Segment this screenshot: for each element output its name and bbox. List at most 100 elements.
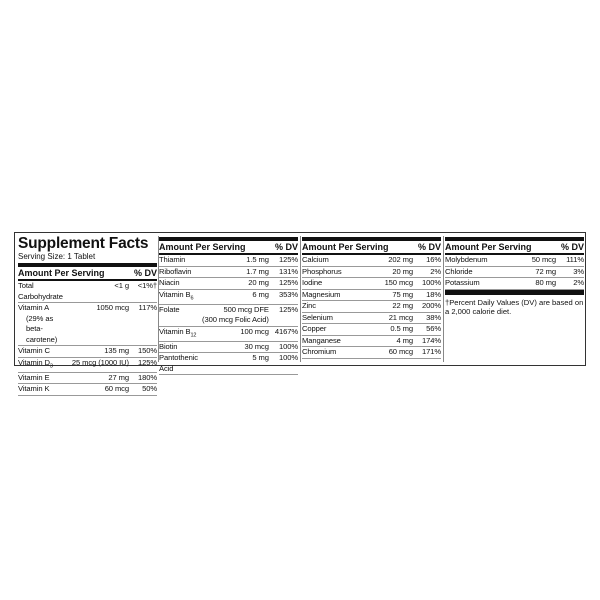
amount-text: 1.7 mg bbox=[246, 266, 269, 276]
nutrient-name: Pantothenic Acid bbox=[159, 352, 203, 376]
amount-text: 25 mcg (1000 IU) bbox=[71, 357, 129, 367]
nutrient-amount: 5 mg bbox=[202, 352, 275, 376]
nutrient-name-text: Vitamin D bbox=[18, 357, 50, 367]
amount-header: Amount Per Serving bbox=[18, 268, 105, 278]
nutrient-subscript: 3 bbox=[49, 363, 53, 370]
dv-header: % DV bbox=[133, 268, 157, 278]
dv-header: % DV bbox=[274, 242, 298, 252]
nutrient-row: Zinc 22 mg 200% bbox=[302, 300, 441, 313]
nutrient-note: (300 mcg Folic Acid) bbox=[202, 315, 269, 325]
amount-text: 22 mg bbox=[392, 301, 413, 310]
panel-3: Amount Per Serving% DV Calcium 202 mg 16% P… bbox=[302, 236, 441, 359]
nutrient-name-text: Folate bbox=[159, 304, 180, 314]
nutrient-row: Vitamin B12 100 mcg 4167% bbox=[159, 326, 298, 342]
top-bar bbox=[159, 237, 298, 241]
nutrient-name: Magnesium bbox=[302, 289, 365, 301]
amount-text: 5 mg bbox=[252, 353, 269, 363]
nutrient-amount: 0.5 mg bbox=[364, 323, 419, 336]
column-header: Amount Per Serving % DV bbox=[302, 241, 441, 255]
top-bar bbox=[302, 237, 441, 241]
nutrient-name: Vitamin K bbox=[18, 383, 72, 396]
label-title: Supplement Facts bbox=[18, 235, 149, 252]
nutrient-name: Biotin bbox=[159, 341, 203, 354]
nutrient-row: Molybdenum 50 mcg 111% bbox=[445, 255, 584, 267]
nutrient-amount: 202 mg bbox=[364, 255, 419, 267]
nutrient-row: Vitamin C 135 mg 150% bbox=[18, 345, 157, 358]
amount-text: 27 mg bbox=[108, 372, 129, 382]
divider bbox=[443, 236, 444, 362]
nutrient-name: Chromium bbox=[302, 346, 365, 359]
amount-text: 21 mcg bbox=[388, 312, 413, 322]
nutrient-name: Selenium bbox=[302, 312, 365, 324]
nutrient-row: Vitamin B6 6 mg 353% bbox=[159, 289, 298, 305]
nutrient-name-text: Vitamin E bbox=[18, 372, 50, 382]
amount-header: Amount Per Serving bbox=[445, 242, 532, 252]
nutrient-row: Manganese 4 mg 174% bbox=[302, 335, 441, 347]
nutrient-dv: 174% bbox=[419, 335, 441, 347]
nutrient-amount: 25 mcg (1000 IU) bbox=[71, 357, 135, 373]
amount-text: 150 mcg bbox=[384, 278, 414, 287]
nutrient-name: Copper bbox=[302, 323, 365, 336]
amount-text: 20 mg bbox=[248, 278, 269, 287]
nutrient-amount: <1 g bbox=[71, 281, 135, 303]
nutrient-name: Zinc bbox=[302, 300, 365, 313]
nutrient-dv: 18% bbox=[419, 289, 441, 301]
column-header: Amount Per Serving % DV bbox=[159, 241, 298, 255]
nutrient-name-text: Vitamin C bbox=[18, 346, 50, 355]
nutrient-amount: 30 mcg bbox=[202, 341, 275, 354]
nutrient-amount: 27 mg bbox=[71, 372, 135, 384]
nutrient-subscript: 6 bbox=[190, 295, 194, 302]
nutrient-amount: 21 mcg bbox=[364, 312, 419, 324]
nutrient-name: Niacin bbox=[159, 277, 203, 290]
nutrient-name: Riboflavin bbox=[159, 266, 203, 278]
nutrient-table: Total Carbohydrate <1 g <1%† Vitamin A (29% … bbox=[18, 281, 157, 396]
amount-text: <1 g bbox=[114, 281, 129, 290]
nutrient-dv: 131% bbox=[274, 266, 298, 278]
amount-text: 50 mcg bbox=[531, 255, 556, 264]
amount-header: Amount Per Serving bbox=[159, 242, 246, 252]
nutrient-amount: 72 mg bbox=[513, 266, 562, 278]
nutrient-dv: 125% bbox=[274, 255, 298, 267]
amount-text: 4 mg bbox=[396, 335, 414, 345]
nutrient-amount: 20 mg bbox=[364, 266, 419, 278]
nutrient-dv: 16% bbox=[419, 255, 441, 267]
panel-4: Amount Per Serving % DV Molybdenum 50 mcg 1… bbox=[445, 236, 584, 316]
nutrient-name-text: Total Carbohydrate bbox=[18, 281, 63, 301]
nutrient-row: Chromium 60 mcg 171% bbox=[302, 346, 441, 359]
nutrient-row: Iodine 150 mcg 100% bbox=[302, 277, 441, 290]
nutrient-dv: 200% bbox=[419, 300, 441, 313]
serving-size: Serving Size: 1 Tablet bbox=[18, 252, 157, 267]
amount-text: 6 mg bbox=[252, 289, 269, 299]
nutrient-amount: 150 mcg bbox=[364, 277, 419, 290]
end-bar bbox=[445, 289, 584, 295]
nutrient-amount: 1.7 mg bbox=[202, 266, 275, 278]
nutrient-dv: 3% bbox=[562, 266, 584, 278]
nutrient-row: Calcium 202 mg 16% bbox=[302, 255, 441, 267]
nutrient-amount: 75 mg bbox=[364, 289, 419, 301]
nutrient-name-text: Thiamin bbox=[159, 255, 186, 264]
nutrient-name-text: Iodine bbox=[302, 278, 323, 287]
nutrient-row: Total Carbohydrate <1 g <1%† bbox=[18, 281, 157, 303]
dv-header: % DV bbox=[560, 242, 584, 252]
amount-text: 0.5 mg bbox=[390, 324, 413, 333]
nutrient-row: Thiamin 1.5 mg 125% bbox=[159, 255, 298, 267]
nutrient-name: Calcium bbox=[302, 255, 365, 267]
nutrient-row: Phosphorus 20 mg 2% bbox=[302, 266, 441, 278]
nutrient-dv: 100% bbox=[274, 341, 298, 354]
amount-text: 30 mcg bbox=[244, 341, 269, 351]
nutrient-name-text: Vitamin B bbox=[159, 289, 191, 299]
nutrient-amount: 100 mcg bbox=[202, 326, 275, 342]
amount-text: 60 mcg bbox=[388, 347, 413, 356]
nutrient-amount: 60 mcg bbox=[71, 383, 135, 396]
nutrient-dv: 125% bbox=[274, 277, 298, 290]
nutrient-name-text: Molybdenum bbox=[445, 255, 488, 264]
nutrient-name-text: Selenium bbox=[302, 312, 333, 322]
nutrient-name-text: Magnesium bbox=[302, 289, 341, 299]
nutrient-name: Folate bbox=[159, 304, 203, 327]
divider bbox=[158, 236, 159, 362]
nutrient-table: Molybdenum 50 mcg 111% Chloride 72 mg 3% Potas… bbox=[445, 255, 584, 290]
nutrient-row: Vitamin E 27 mg 180% bbox=[18, 372, 157, 384]
nutrient-name-text: Potassium bbox=[445, 278, 480, 287]
nutrient-row: Riboflavin 1.7 mg 131% bbox=[159, 266, 298, 278]
divider bbox=[300, 236, 301, 362]
